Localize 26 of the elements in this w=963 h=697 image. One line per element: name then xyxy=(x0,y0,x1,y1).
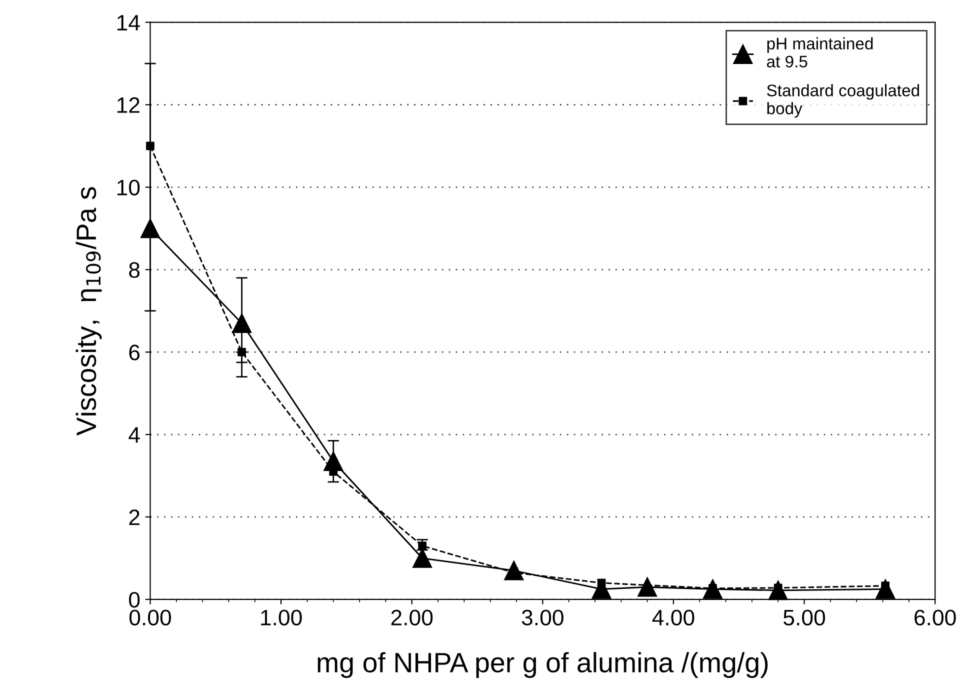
x-tick-label: 5.00 xyxy=(784,610,826,626)
y-tick-label: 8 xyxy=(129,262,140,278)
y-tick-label: 6 xyxy=(129,344,140,360)
legend-label: Standard coagulated body xyxy=(767,84,920,118)
x-tick-label: 3.00 xyxy=(522,610,564,626)
point xyxy=(238,348,246,356)
point xyxy=(638,577,658,597)
x-axis-title: mg of NHPA per g of alumina /(mg/g) xyxy=(318,652,768,678)
y-tick-label: 14 xyxy=(117,15,140,30)
y-tick-label: 0 xyxy=(129,592,140,608)
y-tick-label: 4 xyxy=(128,427,140,443)
point xyxy=(418,542,426,550)
x-tick-label: 6.00 xyxy=(914,610,956,626)
point xyxy=(232,314,252,333)
x-tick-label: 0.00 xyxy=(129,610,171,626)
y-axis-title: Viscosity, η$_{109}$/Pa s xyxy=(76,187,102,436)
y-tick-label: 10 xyxy=(117,180,140,196)
legend-label: pH maintained at 9.5 xyxy=(766,37,873,68)
y-tick-label: 2 xyxy=(129,510,140,526)
point xyxy=(140,218,160,238)
x-tick-label: 1.00 xyxy=(261,610,302,626)
y-tick-label: 12 xyxy=(117,97,140,113)
point xyxy=(597,578,606,588)
x-tick-label: 4.00 xyxy=(652,610,694,626)
x-tick-label: 2.00 xyxy=(391,610,433,626)
point xyxy=(146,142,154,150)
